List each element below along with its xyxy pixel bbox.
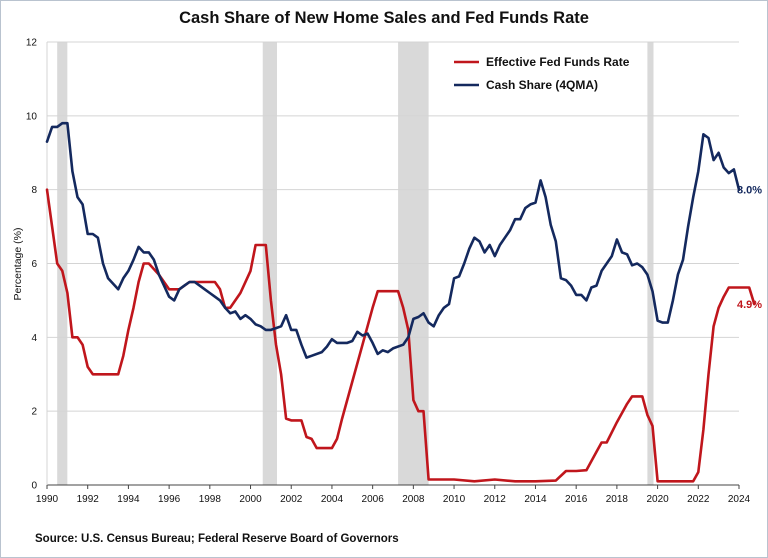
gridlines — [47, 41, 739, 412]
x-tick-label: 2024 — [728, 494, 751, 505]
chart-title: Cash Share of New Home Sales and Fed Fun… — [179, 9, 589, 27]
x-tick-label: 2020 — [646, 494, 669, 505]
y-tick-label: 6 — [31, 259, 37, 270]
x-tick-label: 2008 — [402, 494, 425, 505]
y-axis-label: Percentage (%) — [12, 228, 24, 301]
x-tick-label: 2002 — [280, 494, 303, 505]
y-tick-label: 0 — [31, 481, 37, 492]
x-tick-label: 1996 — [158, 494, 181, 505]
series-line-cash-share — [45, 121, 741, 359]
x-tick-label: 2022 — [687, 494, 710, 505]
x-tick-label: 1994 — [117, 494, 140, 505]
x-tick-label: 2004 — [321, 494, 344, 505]
end-labels: 4.9% 8.0% — [737, 185, 762, 311]
x-tick-label: 2014 — [524, 494, 547, 505]
legend-label-1: Cash Share (4QMA) — [486, 78, 598, 92]
x-tick-labels: 1990 1992 1994 1996 1998 2000 2002 2004 2006 2008… — [36, 485, 751, 505]
x-tick-label: 2012 — [484, 494, 507, 505]
x-tick-label: 2016 — [565, 494, 588, 505]
y-tick-label: 8 — [31, 185, 37, 196]
y-tick-label: 10 — [26, 111, 38, 122]
y-tick-labels: 0 2 4 6 8 10 12 — [26, 38, 38, 492]
y-tick-label: 2 — [31, 407, 37, 418]
legend-label-0: Effective Fed Funds Rate — [486, 55, 630, 69]
source-note: Source: U.S. Census Bureau; Federal Rese… — [35, 533, 399, 545]
x-tick-label: 1998 — [199, 494, 222, 505]
end-label-fed-funds-rate: 4.9% — [737, 299, 762, 311]
x-tick-label: 2006 — [362, 494, 385, 505]
series-lines — [45, 121, 756, 483]
x-tick-label: 2010 — [443, 494, 466, 505]
y-tick-label: 12 — [26, 38, 38, 49]
x-tick-label: 2000 — [239, 494, 262, 505]
series-line-fed-funds-rate — [45, 188, 756, 483]
y-tick-label: 4 — [31, 333, 37, 344]
end-label-cash-share: 8.0% — [737, 185, 762, 197]
axes — [46, 42, 739, 486]
legend: Effective Fed Funds Rate Cash Share (4QMA… — [454, 55, 630, 92]
x-tick-label: 1990 — [36, 494, 59, 505]
x-tick-label: 2018 — [606, 494, 629, 505]
x-tick-label: 1992 — [77, 494, 100, 505]
